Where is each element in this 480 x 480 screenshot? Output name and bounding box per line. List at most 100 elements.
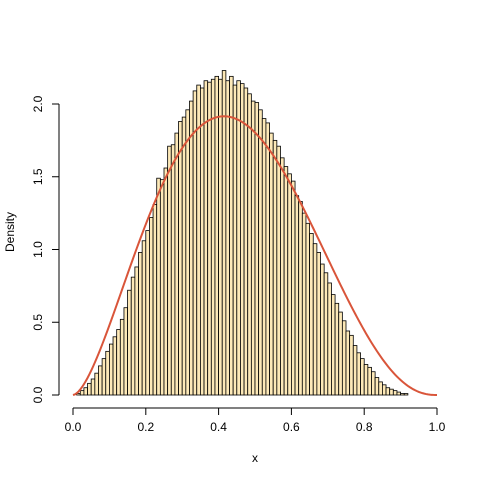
histogram-bar (232, 84, 238, 396)
histogram-bar (199, 87, 205, 396)
histogram-bar (79, 390, 85, 396)
histogram-bar (90, 378, 96, 396)
histogram-bar (403, 393, 409, 396)
histogram-bar (396, 391, 401, 396)
histogram-bar (247, 93, 252, 396)
histogram-bar (385, 387, 391, 396)
histogram-bar (156, 177, 161, 396)
histogram-bar (83, 387, 88, 396)
y-tick-label: 2.0 (31, 95, 45, 112)
x-tick-label: 0.6 (283, 420, 300, 434)
histogram-bar (309, 233, 314, 396)
histogram-bar (98, 365, 103, 396)
histogram-bar (363, 364, 369, 396)
histogram-bar (356, 352, 361, 396)
histogram-bar (185, 109, 190, 396)
histogram-bar (243, 87, 249, 396)
histogram-bar (145, 230, 150, 396)
histogram-bar (283, 166, 289, 396)
histogram-bar (298, 201, 303, 396)
histogram-bar (123, 307, 128, 396)
histogram-bar (141, 240, 147, 396)
histogram-bar (134, 266, 139, 396)
histogram-bar (112, 336, 118, 396)
histogram-bar (360, 358, 365, 396)
histogram-bar (178, 121, 183, 396)
histogram-bar (105, 350, 110, 396)
histogram-bar (196, 84, 201, 396)
histogram-bar (210, 78, 216, 396)
x-axis-ticks: 0.0 0.2 0.4 0.6 0.8 1.0 (65, 408, 446, 434)
histogram-bar (250, 100, 256, 396)
histogram-bar (87, 382, 92, 396)
x-tick-label: 0.8 (356, 420, 373, 434)
histogram-bar (381, 384, 387, 396)
histogram-bar (341, 320, 347, 396)
histogram-bar (323, 272, 329, 396)
histogram-bar (345, 330, 351, 396)
histogram-bar (225, 80, 230, 396)
histogram-bar (130, 276, 136, 396)
histogram-bar (240, 83, 245, 396)
histogram-bar (290, 180, 296, 396)
histogram-bar (334, 302, 340, 396)
histogram-bar (367, 366, 372, 396)
histogram-bar (312, 243, 318, 396)
x-tick-label: 0.2 (137, 420, 154, 434)
y-axis-ticks: 0.0 0.5 1.0 1.5 2.0 (31, 95, 59, 403)
histogram-bar (276, 145, 281, 396)
histogram-bar (236, 80, 241, 396)
histogram-bar (280, 157, 285, 396)
histogram-bar (305, 222, 310, 396)
histogram-bar (374, 377, 380, 396)
histogram-bar (109, 343, 114, 396)
x-tick-label: 0.0 (65, 420, 82, 434)
histogram-bar (101, 358, 107, 396)
histogram-bar (258, 109, 263, 396)
histogram-bar (331, 294, 336, 396)
histogram-bar (316, 252, 321, 396)
histogram-bar (301, 212, 307, 396)
histogram-bar (218, 78, 223, 396)
y-tick-label: 0.0 (31, 386, 45, 403)
histogram-bar (272, 139, 278, 396)
y-tick-label: 0.5 (31, 314, 45, 331)
histogram-bar (392, 390, 398, 396)
histogram-bar (338, 311, 343, 396)
x-tick-label: 1.0 (429, 420, 446, 434)
histogram-bar (192, 90, 198, 396)
histogram-bar (207, 81, 212, 396)
histogram-bar (352, 345, 358, 396)
y-tick-label: 1.5 (31, 168, 45, 185)
histogram-bar (119, 318, 125, 396)
histogram-bar (221, 70, 227, 396)
histogram-bar (189, 100, 194, 396)
histogram-bar (378, 381, 383, 396)
histogram-bar (94, 372, 99, 396)
density-curve (72, 115, 438, 396)
histogram-bar (159, 179, 165, 396)
histogram-bar (152, 203, 158, 396)
y-axis-title: Density (3, 212, 17, 252)
histogram-bar (181, 116, 187, 396)
histogram-bar (127, 289, 132, 396)
histogram-bar (149, 217, 154, 396)
histogram-bar (294, 195, 300, 396)
histogram-bar (229, 75, 234, 396)
histogram-bar (371, 371, 376, 396)
histogram-bars (76, 70, 409, 396)
histogram-bar (389, 388, 394, 396)
histogram-bar (261, 118, 267, 396)
histogram-bar (116, 329, 121, 396)
histogram-bar (349, 334, 354, 396)
x-axis-title: x (252, 451, 258, 465)
x-tick-label: 0.4 (210, 420, 227, 434)
histogram-bar (287, 173, 292, 396)
histogram-bar (203, 80, 209, 396)
histogram-bar (320, 263, 325, 396)
y-tick-label: 1.0 (31, 241, 45, 258)
histogram-bar (214, 75, 220, 396)
histogram-bar (170, 144, 176, 396)
histogram-bar (174, 132, 179, 396)
